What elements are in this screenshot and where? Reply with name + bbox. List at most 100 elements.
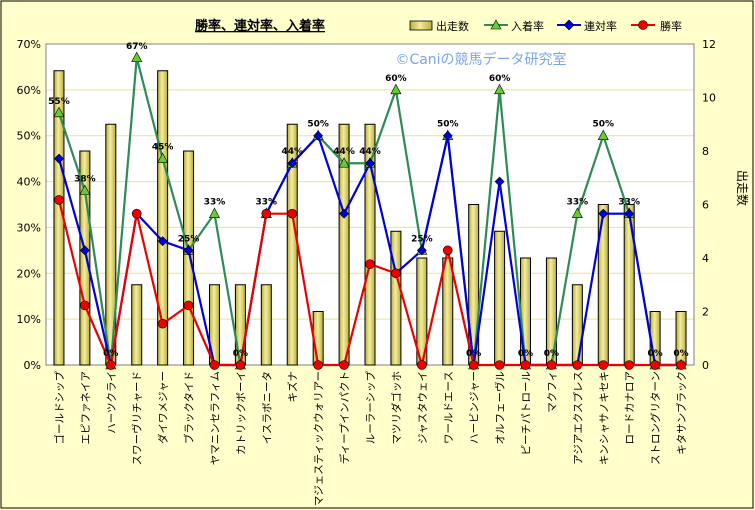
x-tick-label: ヤマニンセラフィム — [209, 371, 221, 465]
x-tick-label: オルフェーヴル — [494, 371, 507, 445]
show-rate-data-label: 44% — [359, 147, 381, 157]
y-right-tick-label: 6 — [702, 199, 709, 212]
x-tick-label: ゴールドシップ — [53, 371, 66, 445]
show-rate-data-label: 50% — [437, 120, 459, 130]
show-rate-marker — [131, 51, 143, 63]
bar-race-count — [494, 230, 506, 366]
place-rate-marker — [416, 245, 427, 256]
x-tick-label: ジャスタウェイ — [417, 371, 429, 444]
win-rate-marker — [365, 259, 375, 269]
y-axis-right-label: 出走数 — [735, 170, 750, 206]
watermark-text: ©Caniの競馬データ研究室 — [395, 51, 566, 68]
show-rate-data-label: 50% — [307, 120, 329, 130]
bar-race-count — [390, 230, 402, 366]
y-right-tick-label: 10 — [702, 92, 716, 105]
win-rate-marker — [546, 360, 557, 370]
win-rate-marker — [54, 195, 64, 205]
win-rate-marker — [131, 208, 142, 219]
show-rate-data-label: 33% — [256, 198, 278, 208]
win-rate-marker — [650, 360, 660, 370]
x-tick-label: ルーラーシップ — [365, 371, 377, 445]
y-left-tick-label: 50% — [17, 130, 41, 143]
show-rate-data-label: 25% — [411, 234, 433, 244]
place-rate-marker — [313, 130, 324, 141]
win-rate-marker — [442, 245, 453, 256]
x-tick-label: マツリダゴッホ — [390, 371, 403, 445]
x-tick-label: キズナ — [286, 371, 299, 403]
x-tick-label: マジェスティックウォリアー — [313, 371, 325, 506]
place-rate-marker — [287, 158, 298, 169]
win-rate-marker — [339, 360, 349, 370]
show-rate-data-label: 0% — [233, 349, 248, 359]
bar-race-count — [260, 284, 272, 366]
show-rate-marker — [494, 83, 506, 95]
legend-win-marker — [638, 20, 648, 30]
y-right-tick-label: 4 — [702, 252, 709, 265]
place-rate-marker — [624, 208, 635, 219]
show-rate-data-label: 67% — [126, 42, 148, 52]
bars-series — [53, 70, 687, 366]
place-rate-marker — [183, 245, 194, 256]
show-rate-marker — [53, 106, 65, 118]
x-tick-label: ハービンジャー — [469, 371, 481, 444]
x-tick-label: ロードカナロア — [624, 371, 636, 445]
win-rate-marker — [261, 208, 272, 219]
bar-race-count — [364, 123, 376, 366]
place-rate-marker — [365, 158, 375, 169]
bar-race-count — [442, 257, 454, 366]
place-rate-marker — [54, 153, 64, 164]
y-right-tick-label: 8 — [702, 145, 709, 158]
x-tick-label: イスラボニータ — [261, 371, 273, 444]
show-rate-data-label: 60% — [385, 74, 407, 84]
win-rate-marker — [494, 360, 505, 370]
place-rate-marker — [157, 236, 168, 247]
show-rate-data-label: 38% — [74, 175, 96, 185]
show-rate-data-label: 55% — [48, 97, 70, 107]
show-rate-marker — [597, 129, 609, 141]
x-tick-label: キタサンブラック — [675, 371, 688, 455]
win-rate-marker — [235, 360, 246, 370]
bar-race-count — [79, 150, 91, 366]
y-left-tick-label: 10% — [17, 313, 41, 326]
y-left-tick-label: 20% — [17, 267, 41, 280]
show-rate-data-label: 0% — [518, 349, 533, 359]
y-left-tick-label: 40% — [17, 176, 41, 189]
y-left-tick-label: 30% — [17, 221, 41, 234]
x-tick-label: スワーヴリチャード — [131, 371, 144, 465]
y-right-tick-label: 12 — [702, 38, 716, 51]
show-rate-data-label: 60% — [489, 74, 511, 84]
show-rate-data-label: 0% — [466, 349, 481, 359]
axes: 0% 10% 20% 30% 40% 50% 60% 70% 0 2 4 6 8 10 12 ゴールドシップ エ… — [17, 38, 716, 506]
x-tick-label: ダイワメジャー — [157, 371, 170, 444]
show-rate-data-label: 33% — [567, 198, 589, 208]
x-tick-label: ハーツクライ — [106, 371, 118, 434]
win-rate-marker — [520, 360, 531, 370]
y-left-tick-label: 0% — [24, 359, 41, 372]
show-rate-marker — [571, 207, 583, 218]
place-rate-marker — [442, 130, 453, 141]
win-rate-marker — [391, 268, 401, 279]
win-rate-marker — [106, 360, 116, 370]
win-rate-marker — [468, 360, 479, 370]
x-tick-label: ピーチパトロール — [521, 371, 533, 455]
win-rate-marker — [209, 360, 220, 370]
show-rate-data-label: 25% — [178, 234, 200, 244]
place-rate-marker — [598, 208, 609, 219]
win-rate-marker — [157, 318, 168, 329]
legend-place-marker — [563, 19, 575, 31]
show-rate-data-label: 0% — [647, 349, 662, 359]
show-rate-marker — [208, 207, 220, 218]
x-tick-label: ワールドエース — [443, 371, 455, 444]
show-rate-marker — [79, 184, 91, 196]
data-labels: 55% 38% 0% 67% 45% 25% 33% 0% 33% 44% 50% 44% 44% 60%… — [48, 42, 688, 359]
show-rate-marker — [390, 83, 402, 95]
bar-race-count — [571, 284, 583, 366]
win-rate-marker — [80, 300, 90, 311]
chart-title: 勝率、連対率、入着率 — [195, 18, 325, 34]
show-rate-data-label: 0% — [673, 349, 688, 359]
legend-win-label: 勝率 — [660, 19, 682, 33]
legend: 出走数 入着率 連対率 勝率 — [409, 19, 682, 33]
